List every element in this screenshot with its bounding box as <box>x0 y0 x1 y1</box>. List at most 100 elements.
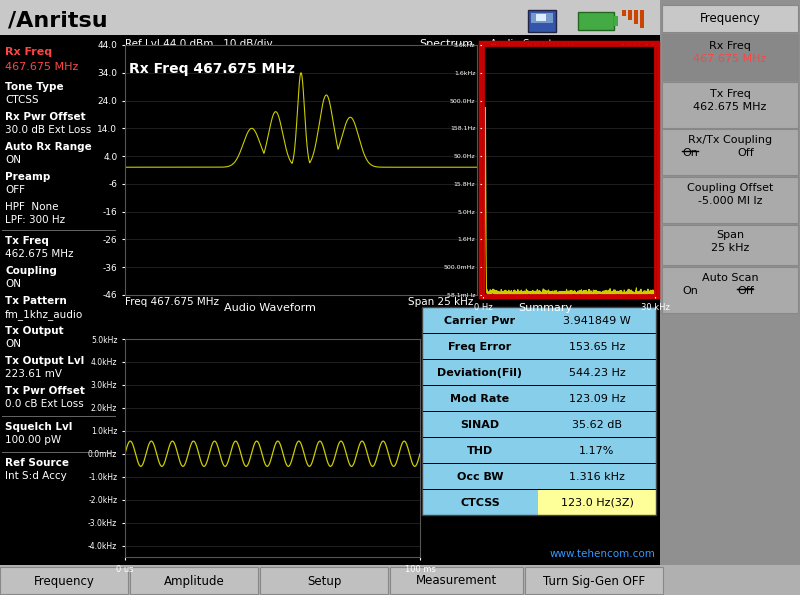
Text: Off: Off <box>737 286 754 296</box>
Text: HPF  None: HPF None <box>5 202 58 212</box>
Bar <box>422 490 538 515</box>
Text: -5.000 MI lz: -5.000 MI lz <box>698 196 762 206</box>
Text: Frequency: Frequency <box>699 12 761 25</box>
Text: CTCSS: CTCSS <box>460 497 500 508</box>
Text: On: On <box>682 148 698 158</box>
Text: Measurement: Measurement <box>416 575 497 587</box>
Text: Squelch Lvl: Squelch Lvl <box>5 422 72 432</box>
Text: 544.23 Hz: 544.23 Hz <box>569 368 626 377</box>
Text: Tx Freq: Tx Freq <box>710 89 750 99</box>
Text: Tone Type: Tone Type <box>5 82 64 92</box>
Bar <box>422 438 538 463</box>
Bar <box>662 82 798 128</box>
Text: Tx Pwr Offset: Tx Pwr Offset <box>5 386 85 396</box>
Text: SINAD: SINAD <box>461 419 499 430</box>
Bar <box>422 386 538 411</box>
Text: CTCSS: CTCSS <box>5 95 38 105</box>
Text: 1.316 kHz: 1.316 kHz <box>569 471 625 481</box>
Text: Summary: Summary <box>518 303 572 313</box>
Text: OFF: OFF <box>5 185 25 195</box>
Text: LPF: 300 Hz: LPF: 300 Hz <box>5 215 65 225</box>
Bar <box>118 35 660 565</box>
Text: Setup: Setup <box>307 575 341 587</box>
Bar <box>0 567 128 594</box>
Bar <box>662 267 798 313</box>
Bar <box>130 567 258 594</box>
Text: Carrier Pwr: Carrier Pwr <box>445 315 515 325</box>
Text: Deviation(Fil): Deviation(Fil) <box>438 368 522 377</box>
Bar <box>525 567 663 594</box>
Bar <box>640 10 644 28</box>
Text: THD: THD <box>467 446 493 456</box>
Text: /Anritsu: /Anritsu <box>8 10 108 30</box>
Text: Occ BW: Occ BW <box>457 471 503 481</box>
Text: Int S:d Accy: Int S:d Accy <box>5 471 66 481</box>
Text: Rx Freq 467.675 MHz: Rx Freq 467.675 MHz <box>130 62 295 76</box>
Text: Tx Output: Tx Output <box>5 326 64 336</box>
Bar <box>662 177 798 223</box>
Text: Frequency: Frequency <box>34 575 94 587</box>
Text: Ref Lvl 44.0 dBm,  10 dB/div: Ref Lvl 44.0 dBm, 10 dB/div <box>125 39 273 49</box>
Text: 123.0 Hz(3Z): 123.0 Hz(3Z) <box>561 497 634 508</box>
Bar <box>480 42 658 297</box>
Text: fm_1khz_audio: fm_1khz_audio <box>5 309 83 320</box>
Bar <box>536 14 546 21</box>
Bar <box>614 16 618 26</box>
Bar <box>422 412 538 437</box>
Text: Auto Scan: Auto Scan <box>702 273 758 283</box>
Text: Ref Source: Ref Source <box>5 458 69 468</box>
Text: 30.0 dB Ext Loss: 30.0 dB Ext Loss <box>5 125 91 135</box>
Bar <box>538 334 656 359</box>
Text: 467.675 MHz: 467.675 MHz <box>5 62 78 72</box>
Text: Rx Pwr Offset: Rx Pwr Offset <box>5 112 86 122</box>
Bar <box>0 565 800 595</box>
Text: 100.00 pW: 100.00 pW <box>5 435 61 445</box>
Text: Auto Rx Range: Auto Rx Range <box>5 142 92 152</box>
Bar <box>578 12 614 30</box>
Text: Rx Freq: Rx Freq <box>709 41 751 51</box>
Bar <box>422 334 538 359</box>
Text: ON: ON <box>5 279 21 289</box>
Bar <box>622 10 626 16</box>
Bar <box>0 35 118 565</box>
Text: Coupling Offset: Coupling Offset <box>687 183 773 193</box>
Text: Tx Output Lvl: Tx Output Lvl <box>5 356 84 366</box>
Bar <box>634 10 638 24</box>
Text: www.tehencom.com: www.tehencom.com <box>549 549 655 559</box>
Bar <box>528 10 556 32</box>
Text: 25 kHz: 25 kHz <box>711 243 749 253</box>
Bar <box>0 0 660 35</box>
Text: Off: Off <box>737 148 754 158</box>
Bar <box>660 0 800 595</box>
Text: 462.675 MHz: 462.675 MHz <box>694 102 766 112</box>
Bar <box>422 308 538 333</box>
Text: Audio Spectrum: Audio Spectrum <box>490 39 574 49</box>
Bar <box>422 464 538 489</box>
Text: 153.65 Hz: 153.65 Hz <box>569 342 625 352</box>
Bar <box>260 567 388 594</box>
Text: Tx Freq: Tx Freq <box>5 236 49 246</box>
Text: Span: Span <box>716 230 744 240</box>
Bar <box>538 438 656 463</box>
Bar <box>538 490 656 515</box>
Text: Rx Freq: Rx Freq <box>5 47 52 57</box>
Bar <box>538 412 656 437</box>
Bar <box>662 225 798 265</box>
Text: 467.675 MHz: 467.675 MHz <box>694 54 766 64</box>
Text: Preamp: Preamp <box>5 172 50 182</box>
Text: 223.61 mV: 223.61 mV <box>5 369 62 379</box>
Bar <box>422 307 656 515</box>
Bar <box>662 5 798 32</box>
Text: ON: ON <box>5 339 21 349</box>
Text: Coupling: Coupling <box>5 266 57 276</box>
Bar <box>390 567 523 594</box>
Bar <box>538 308 656 333</box>
Bar <box>538 360 656 385</box>
Text: On: On <box>682 286 698 296</box>
Text: 35.62 dB: 35.62 dB <box>572 419 622 430</box>
Text: Tx Pattern: Tx Pattern <box>5 296 66 306</box>
Bar <box>628 10 632 20</box>
Bar <box>538 386 656 411</box>
Text: Amplitude: Amplitude <box>164 575 224 587</box>
Text: 462.675 MHz: 462.675 MHz <box>5 249 74 259</box>
